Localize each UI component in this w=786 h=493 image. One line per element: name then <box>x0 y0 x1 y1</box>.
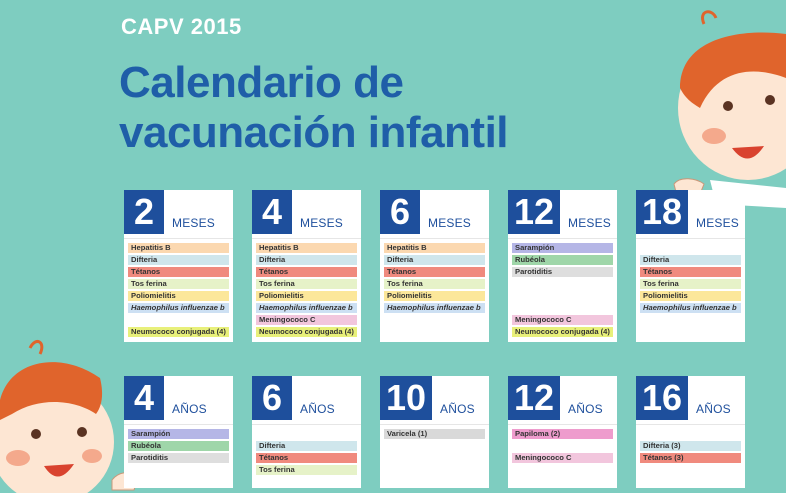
vaccine-item: Difteria <box>256 255 357 265</box>
vaccine-item: Hepatitis B <box>256 243 357 253</box>
vaccine-item: Difteria <box>384 255 485 265</box>
page-title: Calendario de vacunación infantil <box>119 58 509 158</box>
age-card: 4 MESES Hepatitis B Difteria Tétanos Tos feri… <box>252 190 361 342</box>
age-unit: MESES <box>172 216 216 230</box>
age-card: 12 MESES Sarampión Rubéola Parotiditis Mening… <box>508 190 617 342</box>
age-unit: AÑOS <box>440 402 475 416</box>
age-card: 4 AÑOS Sarampión Rubéola Parotiditis <box>124 376 233 488</box>
vaccine-list: Difteria Tétanos Tos ferina <box>252 424 361 483</box>
age-number: 6 <box>380 190 420 234</box>
vaccine-item: Tétanos <box>256 453 357 463</box>
age-number: 12 <box>508 376 561 420</box>
age-unit: AÑOS <box>300 402 335 416</box>
age-number: 4 <box>252 190 292 234</box>
vaccine-item: Tétanos (3) <box>640 453 741 463</box>
vaccine-list: Sarampión Rubéola Parotiditis Meningococo C… <box>508 238 617 345</box>
age-card: 18 MESES Difteria Tétanos Tos ferina Poliomie… <box>636 190 745 342</box>
vaccine-item: Sarampión <box>512 243 613 253</box>
age-unit: MESES <box>568 216 612 230</box>
age-card-header: 10 AÑOS <box>380 376 489 420</box>
vaccine-list: Papiloma (2) Meningococo C <box>508 424 617 471</box>
vaccine-item: Meningococo C <box>512 315 613 325</box>
vaccine-item: Hepatitis B <box>128 243 229 253</box>
vaccine-item: Tos ferina <box>384 279 485 289</box>
vaccine-item: Neumococo conjugada (4) <box>512 327 613 337</box>
vaccine-item: Hepatitis B <box>384 243 485 253</box>
vaccine-list: Varicela (1) <box>380 424 489 447</box>
age-number: 10 <box>380 376 433 420</box>
vaccine-item: Meningococo C <box>512 453 613 463</box>
age-card-header: 2 MESES <box>124 190 233 234</box>
vaccine-item: Tos ferina <box>128 279 229 289</box>
age-unit: AÑOS <box>172 402 207 416</box>
vaccine-list: Sarampión Rubéola Parotiditis <box>124 424 233 471</box>
vaccine-item: Varicela (1) <box>384 429 485 439</box>
age-number: 6 <box>252 376 292 420</box>
age-card: 6 AÑOS Difteria Tétanos Tos ferina <box>252 376 361 488</box>
vaccine-item: Difteria <box>640 255 741 265</box>
age-card: 16 AÑOS Difteria (3) Tétanos (3) <box>636 376 745 488</box>
vaccine-item: Rubéola <box>512 255 613 265</box>
age-card-header: 4 MESES <box>252 190 361 234</box>
age-card-header: 16 AÑOS <box>636 376 745 420</box>
vaccine-item: Tos ferina <box>256 465 357 475</box>
vaccine-item: Poliomielitis <box>640 291 741 301</box>
age-number: 4 <box>124 376 164 420</box>
age-card-header: 6 AÑOS <box>252 376 361 420</box>
vaccine-item: Poliomielitis <box>128 291 229 301</box>
vaccine-list: Difteria (3) Tétanos (3) <box>636 424 745 471</box>
vaccine-item: Neumococo conjugada (4) <box>128 327 229 337</box>
age-card: 12 AÑOS Papiloma (2) Meningococo C <box>508 376 617 488</box>
age-unit: AÑOS <box>568 402 603 416</box>
vaccine-item: Tos ferina <box>640 279 741 289</box>
age-card-header: 4 AÑOS <box>124 376 233 420</box>
vaccine-item: Papiloma (2) <box>512 429 613 439</box>
age-number: 12 <box>508 190 561 234</box>
age-unit: MESES <box>300 216 344 230</box>
age-number: 18 <box>636 190 689 234</box>
vaccine-item: Tétanos <box>256 267 357 277</box>
vaccine-item: Difteria <box>256 441 357 451</box>
child-illustration-top-right-icon <box>673 10 786 208</box>
vaccine-item: Difteria <box>128 255 229 265</box>
vaccine-list: Hepatitis B Difteria Tétanos Tos ferina Poli… <box>124 238 233 345</box>
age-unit: MESES <box>428 216 472 230</box>
vaccine-item: Tétanos <box>640 267 741 277</box>
age-card-header: 12 AÑOS <box>508 376 617 420</box>
vaccine-item: Parotiditis <box>128 453 229 463</box>
vaccine-item: Meningococo C <box>256 315 357 325</box>
age-card: 2 MESES Hepatitis B Difteria Tétanos Tos feri… <box>124 190 233 342</box>
age-card-header: 18 MESES <box>636 190 745 234</box>
vaccine-item: Parotiditis <box>512 267 613 277</box>
age-unit: AÑOS <box>696 402 731 416</box>
vaccine-item: Sarampión <box>128 429 229 439</box>
vaccine-item: Haemophilus influenzae b <box>128 303 229 313</box>
age-card-header: 12 MESES <box>508 190 617 234</box>
vaccine-item: Difteria (3) <box>640 441 741 451</box>
child-illustration-bottom-left-icon <box>0 340 139 493</box>
age-card: 10 AÑOS Varicela (1) <box>380 376 489 488</box>
vaccine-item: Haemophilus influenzae b <box>256 303 357 313</box>
age-card-header: 6 MESES <box>380 190 489 234</box>
vaccine-item: Poliomielitis <box>384 291 485 301</box>
vaccine-item: Neumococo conjugada (4) <box>256 327 357 337</box>
age-card: 6 MESES Hepatitis B Difteria Tétanos Tos feri… <box>380 190 489 342</box>
header-subtitle: CAPV 2015 <box>121 14 242 39</box>
vaccine-item: Tos ferina <box>256 279 357 289</box>
vaccine-item: Haemophilus influenzae b <box>640 303 741 313</box>
page-title-line-1: Calendario de <box>119 58 404 107</box>
vaccine-item: Haemophilus influenzae b <box>384 303 485 313</box>
age-unit: MESES <box>696 216 740 230</box>
vaccine-list: Hepatitis B Difteria Tétanos Tos ferina Poli… <box>252 238 361 345</box>
age-number: 16 <box>636 376 689 420</box>
vaccine-item: Tétanos <box>128 267 229 277</box>
age-number: 2 <box>124 190 164 234</box>
vaccine-item: Rubéola <box>128 441 229 451</box>
vaccine-list: Hepatitis B Difteria Tétanos Tos ferina Poli… <box>380 238 489 321</box>
vaccine-list: Difteria Tétanos Tos ferina Poliomielitis Ha… <box>636 238 745 321</box>
vaccine-item: Poliomielitis <box>256 291 357 301</box>
vaccine-item: Tétanos <box>384 267 485 277</box>
page-title-line-2: vacunación infantil <box>119 108 509 157</box>
